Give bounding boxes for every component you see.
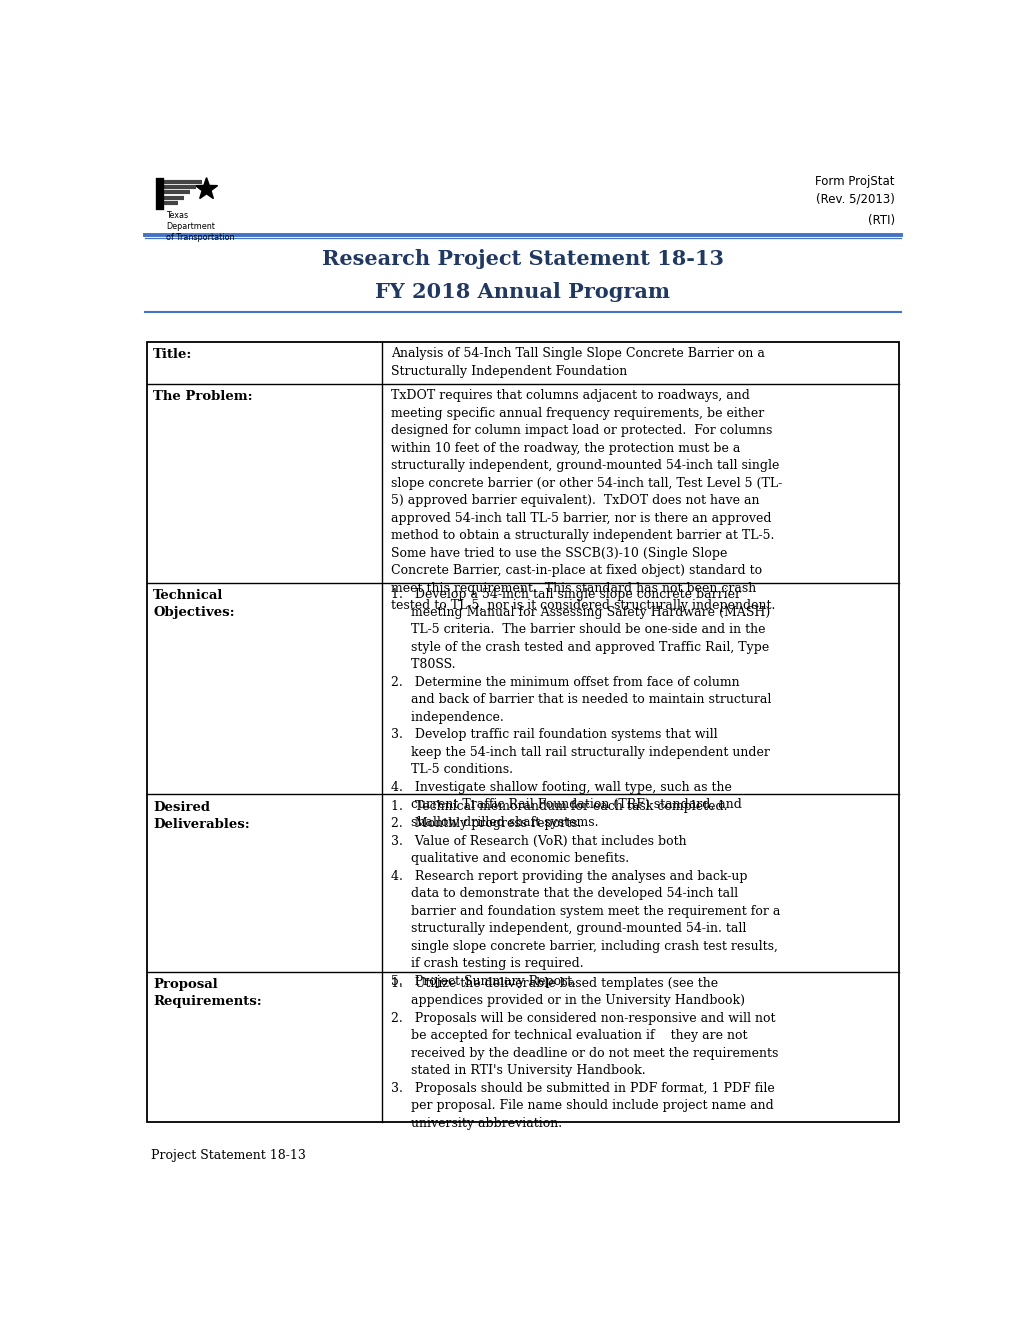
Text: Form ProjStat
(Rev. 5/2013): Form ProjStat (Rev. 5/2013) xyxy=(814,176,894,206)
Text: Technical
Objectives:: Technical Objectives: xyxy=(153,589,234,619)
Text: Project Statement 18-13: Project Statement 18-13 xyxy=(151,1148,306,1162)
Text: FY 2018 Annual Program: FY 2018 Annual Program xyxy=(375,281,669,301)
Text: 1.   Utilize the deliverable based templates (see the
     appendices provided o: 1. Utilize the deliverable based templat… xyxy=(390,977,777,1130)
Text: TxDOT requires that columns adjacent to roadways, and
meeting specific annual fr: TxDOT requires that columns adjacent to … xyxy=(390,389,782,612)
Text: The Problem:: The Problem: xyxy=(153,391,253,403)
Text: 1.   Develop a 54-inch tall single slope concrete barrier
     meeting Manual fo: 1. Develop a 54-inch tall single slope c… xyxy=(390,589,770,829)
Text: Texas
Department
of Transportation: Texas Department of Transportation xyxy=(166,211,234,242)
Text: Proposal
Requirements:: Proposal Requirements: xyxy=(153,978,262,1007)
Text: Analysis of 54-Inch Tall Single Slope Concrete Barrier on a
Structurally Indepen: Analysis of 54-Inch Tall Single Slope Co… xyxy=(390,347,764,378)
Text: (RTI): (RTI) xyxy=(867,214,894,227)
Text: Title:: Title: xyxy=(153,348,193,360)
Text: Research Project Statement 18-13: Research Project Statement 18-13 xyxy=(321,249,723,269)
Text: Desired
Deliverables:: Desired Deliverables: xyxy=(153,800,250,830)
Polygon shape xyxy=(196,178,217,198)
Bar xyxy=(147,342,898,1122)
Text: 1.   Technical memorandum for each task completed.
2.   Monthly progress reports: 1. Technical memorandum for each task co… xyxy=(390,800,780,987)
